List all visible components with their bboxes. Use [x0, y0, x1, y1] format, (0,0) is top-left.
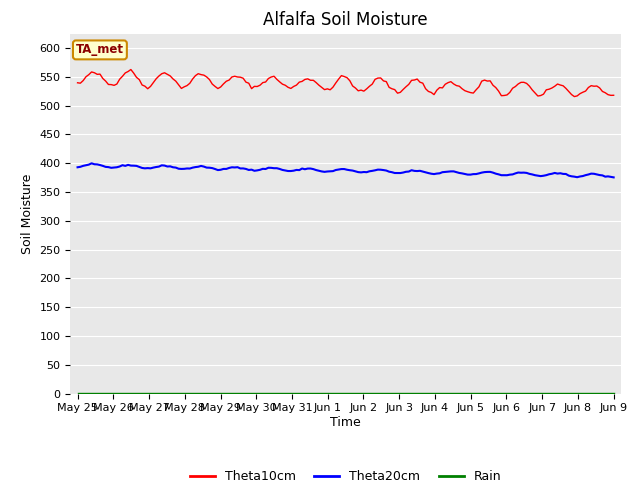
X-axis label: Time: Time — [330, 416, 361, 429]
Title: Alfalfa Soil Moisture: Alfalfa Soil Moisture — [263, 11, 428, 29]
Theta10cm — [570, 94, 578, 99]
Theta10cm — [74, 80, 81, 85]
Theta10cm — [298, 79, 306, 84]
Theta10cm — [141, 84, 148, 89]
Rain — [290, 390, 298, 396]
Theta20cm — [610, 175, 618, 180]
Theta20cm — [413, 168, 421, 174]
Rain — [138, 390, 146, 396]
Theta10cm — [292, 82, 300, 88]
Theta10cm — [127, 67, 134, 72]
Theta20cm — [88, 160, 95, 166]
Rain — [410, 390, 418, 396]
Line: Theta10cm: Theta10cm — [77, 70, 614, 96]
Theta20cm — [383, 168, 390, 173]
Theta20cm — [74, 164, 81, 170]
Text: TA_met: TA_met — [76, 43, 124, 56]
Theta10cm — [413, 76, 421, 82]
Rain — [380, 390, 387, 396]
Rain — [74, 390, 81, 396]
Line: Theta20cm: Theta20cm — [77, 163, 614, 178]
Theta10cm — [610, 92, 618, 98]
Theta10cm — [346, 78, 354, 84]
Theta20cm — [346, 168, 354, 173]
Rain — [610, 390, 618, 396]
Theta20cm — [298, 166, 306, 171]
Theta20cm — [292, 167, 300, 173]
Rain — [343, 390, 351, 396]
Legend: Theta10cm, Theta20cm, Rain: Theta10cm, Theta20cm, Rain — [184, 465, 507, 480]
Rain — [296, 390, 303, 396]
Y-axis label: Soil Moisture: Soil Moisture — [21, 173, 34, 254]
Theta10cm — [383, 79, 390, 84]
Theta20cm — [141, 166, 148, 171]
